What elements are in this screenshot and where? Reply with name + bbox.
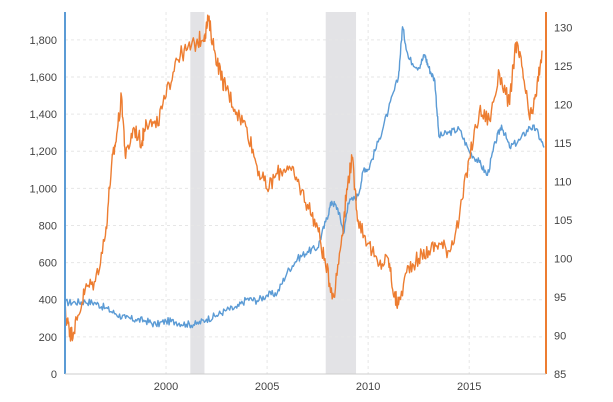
y-left-tick-label-2: 200 xyxy=(39,332,57,344)
y-left-tick-label-5: 800 xyxy=(39,220,57,232)
y-right-tick-label-4: 100 xyxy=(554,253,572,265)
x-tick-label-1: 2000 xyxy=(154,381,178,393)
y-right-tick-label-7: 115 xyxy=(554,138,572,150)
y-right-tick-label-10: 130 xyxy=(554,22,572,34)
y-right-tick-label-6: 110 xyxy=(554,176,572,188)
x-tick-label-3: 2010 xyxy=(356,381,380,393)
y-left-tick-label-1: 0 xyxy=(51,369,57,381)
y-right-tick-label-3: 95 xyxy=(554,292,566,304)
y-left-tick-label-6: 1,000 xyxy=(29,183,57,195)
y-left-tick-label-3: 400 xyxy=(39,295,57,307)
y-left-tick-label-7: 1,200 xyxy=(29,146,57,158)
y-left-tick-label-8: 1,400 xyxy=(29,109,57,121)
x-tick-label-2: 2005 xyxy=(255,381,279,393)
y-right-tick-label-5: 105 xyxy=(554,215,572,227)
series-line-2 xyxy=(64,14,543,342)
series-line-1 xyxy=(64,26,545,329)
shaded-period-1 xyxy=(190,12,205,374)
y-right-tick-label-2: 90 xyxy=(554,330,566,342)
x-tick-label-4: 2015 xyxy=(457,381,481,393)
y-right-tick-label-8: 120 xyxy=(554,99,572,111)
y-left-tick-label-4: 600 xyxy=(39,258,57,270)
shaded-period-2 xyxy=(325,12,357,374)
y-right-tick-label-1: 85 xyxy=(554,369,566,381)
y-left-tick-label-10: 1,800 xyxy=(29,35,57,47)
y-right-tick-label-9: 125 xyxy=(554,61,572,73)
y-left-tick-label-9: 1,600 xyxy=(29,72,57,84)
